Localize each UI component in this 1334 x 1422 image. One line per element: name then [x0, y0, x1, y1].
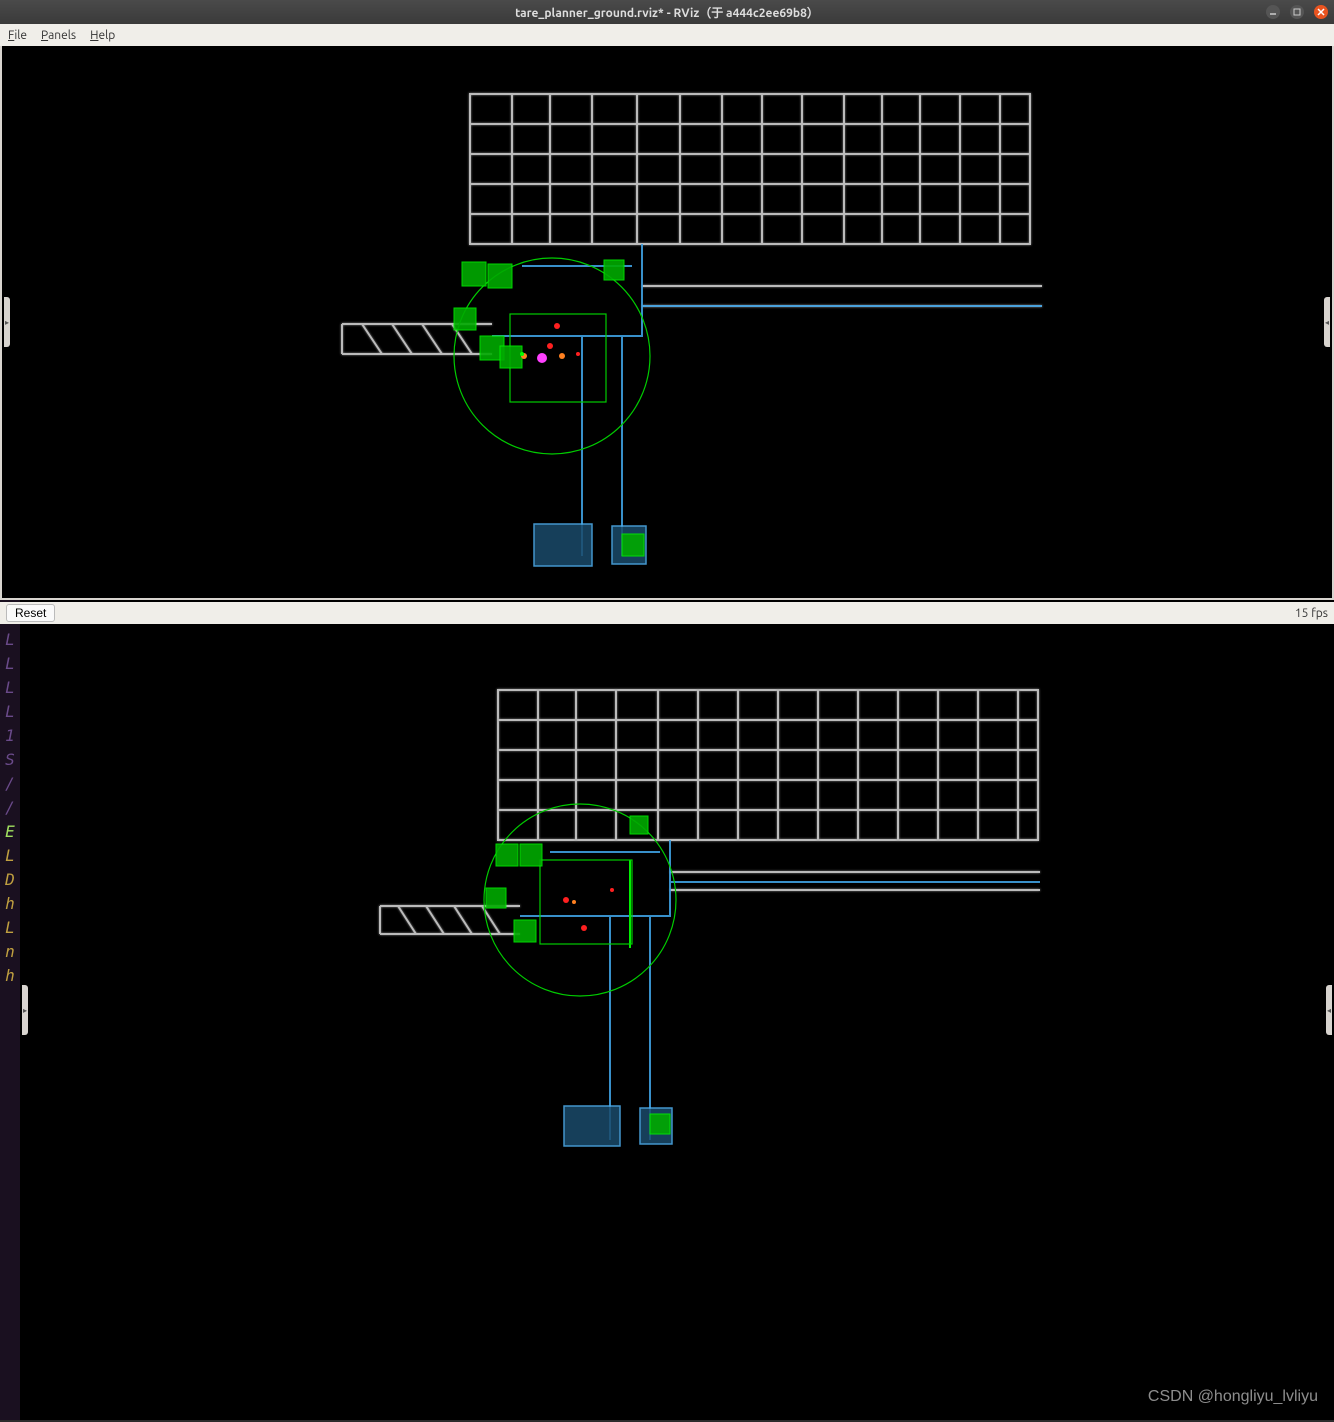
menu-help[interactable]: Help — [90, 29, 115, 42]
window-titlebar: tare_planner_ground.rviz* - RViz（于 a444c… — [0, 0, 1334, 24]
reset-button[interactable]: Reset — [6, 604, 55, 622]
expand-left-handle[interactable]: ▸ — [4, 297, 10, 347]
window-controls — [1266, 5, 1328, 19]
lower-region: LLLL1S//ELDhLnh ▸ ◂ — [0, 600, 1334, 1420]
window-title: tare_planner_ground.rviz* - RViz（于 a444c… — [515, 4, 819, 21]
maximize-icon[interactable] — [1290, 5, 1304, 19]
watermark: CSDN @hongliyu_lvliyu — [1148, 1388, 1318, 1406]
menu-panels[interactable]: Panels — [41, 29, 76, 42]
menu-file[interactable]: File — [8, 29, 27, 42]
close-icon[interactable] — [1314, 5, 1328, 19]
minimize-icon[interactable] — [1266, 5, 1280, 19]
terminal-side-strip: LLLL1S//ELDhLnh — [0, 600, 20, 1420]
statusbar: Reset 15 fps — [0, 602, 1334, 624]
expand-right-handle-2[interactable]: ◂ — [1326, 985, 1332, 1035]
fps-label: 15 fps — [1295, 607, 1328, 620]
rviz-viewport-secondary[interactable]: ▸ ◂ — [20, 600, 1334, 1420]
expand-right-handle[interactable]: ◂ — [1324, 297, 1330, 347]
rviz-viewport-main[interactable]: ▸ ◂ — [0, 46, 1334, 600]
menubar: File Panels Help — [0, 24, 1334, 46]
map-visualization — [2, 46, 1334, 600]
expand-left-handle-2[interactable]: ▸ — [22, 985, 28, 1035]
map-visualization-2 — [20, 600, 1334, 1420]
